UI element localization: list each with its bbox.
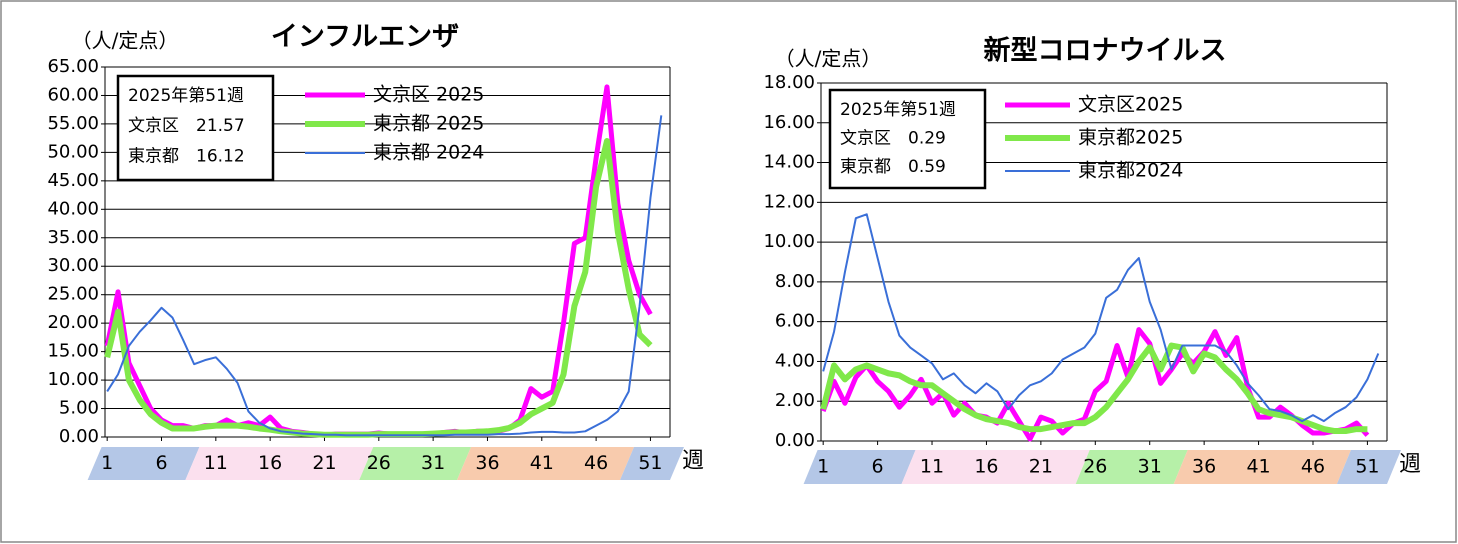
x-tick-label: 31 [1138, 456, 1162, 478]
y-tick-label: 40.00 [47, 198, 99, 219]
y-tick-label: 10.00 [763, 231, 815, 252]
x-tick-label: 41 [1246, 456, 1270, 478]
x-tick-label: 1 [101, 452, 113, 474]
y-tick-label: 0.00 [775, 430, 815, 451]
y-tick-label: 16.00 [763, 112, 815, 133]
series-line [820, 342, 1368, 435]
series-line [822, 213, 1380, 423]
y-axis-label: （人/定点） [72, 29, 179, 53]
x-tick-label: 26 [1083, 456, 1107, 478]
x-tick-label: 36 [1192, 456, 1216, 478]
x-tick-label: 51 [1355, 456, 1379, 478]
legend-label: 東京都 2024 [373, 142, 484, 164]
y-tick-label: 30.00 [47, 255, 99, 276]
y-tick-label: 20.00 [47, 312, 99, 333]
week-band [1336, 450, 1401, 484]
week-band [359, 447, 472, 480]
y-tick-label: 5.00 [59, 398, 99, 419]
y-tick-label: 12.00 [763, 191, 815, 212]
y-tick-label: 6.00 [775, 311, 815, 332]
week-band [803, 450, 916, 484]
y-tick-label: 18.00 [763, 72, 815, 93]
info-text: 文京区 21.57 [128, 116, 245, 136]
info-text: 2025年第51週 [128, 86, 244, 106]
y-tick-label: 0.00 [59, 426, 99, 447]
week-band [620, 447, 684, 480]
y-tick-label: 55.00 [47, 113, 99, 134]
week-band [1173, 450, 1351, 484]
week-band [457, 447, 635, 480]
x-tick-label: 26 [367, 452, 391, 474]
info-text: 文京区 0.29 [840, 128, 946, 148]
legend-label: 東京都2024 [1078, 160, 1183, 182]
y-tick-label: 8.00 [775, 271, 815, 292]
info-box [828, 88, 987, 190]
x-tick-label: 6 [155, 452, 167, 474]
week-band [87, 447, 200, 480]
x-axis-label: 週 [682, 449, 704, 474]
x-tick-label: 21 [312, 452, 336, 474]
y-tick-label: 2.00 [775, 390, 815, 411]
x-axis-label: 週 [1399, 452, 1421, 477]
y-tick-label: 45.00 [47, 170, 99, 191]
x-tick-label: 1 [817, 456, 829, 478]
y-axis-label: （人/定点） [775, 47, 882, 71]
x-tick-label: 46 [1301, 456, 1325, 478]
x-tick-label: 16 [258, 452, 282, 474]
week-band [185, 447, 374, 480]
legend-label: 文京区 2025 [373, 84, 484, 106]
y-tick-label: 4.00 [775, 350, 815, 371]
x-tick-label: 6 [872, 456, 884, 478]
legend-label: 文京区2025 [1078, 94, 1183, 116]
x-tick-label: 16 [974, 456, 998, 478]
legend-label: 東京都 2025 [373, 113, 484, 135]
x-tick-label: 31 [421, 452, 445, 474]
info-text: 東京都 0.59 [840, 157, 946, 177]
chart-title: インフルエンザ [271, 22, 459, 53]
info-text: 2025年第51週 [840, 100, 956, 120]
x-tick-label: 41 [530, 452, 554, 474]
y-tick-label: 65.00 [47, 56, 99, 77]
y-tick-label: 15.00 [47, 341, 99, 362]
y-tick-label: 50.00 [47, 141, 99, 162]
series-line [104, 138, 653, 438]
y-tick-label: 35.00 [47, 227, 99, 248]
x-tick-label: 11 [204, 452, 228, 474]
week-band [901, 450, 1090, 484]
x-tick-label: 21 [1029, 456, 1053, 478]
y-tick-label: 10.00 [47, 369, 99, 390]
legend-label: 東京都2025 [1078, 127, 1183, 149]
x-tick-label: 11 [920, 456, 944, 478]
series-line [106, 115, 663, 437]
x-tick-label: 51 [638, 452, 662, 474]
y-tick-label: 60.00 [47, 84, 99, 105]
x-tick-label: 46 [584, 452, 608, 474]
y-tick-label: 14.00 [763, 152, 815, 173]
chart-title: 新型コロナウイルス [984, 35, 1227, 67]
y-tick-label: 25.00 [47, 284, 99, 305]
x-tick-label: 36 [475, 452, 499, 474]
info-box [116, 74, 275, 182]
info-text: 東京都 16.12 [128, 146, 245, 166]
week-band [1075, 450, 1188, 484]
